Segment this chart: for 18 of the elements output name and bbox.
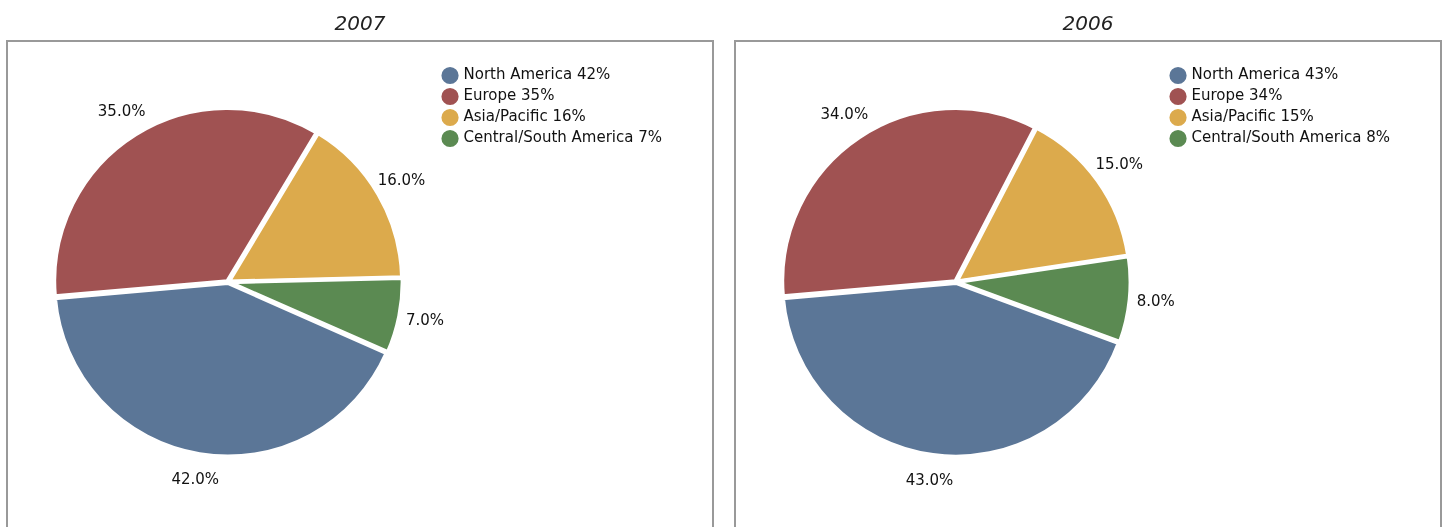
chart-title: 2006 xyxy=(1061,10,1115,37)
legend-label: North America 43% xyxy=(1191,65,1339,84)
legend-label: Central/South America 8% xyxy=(1191,128,1391,147)
legend-label: Europe 35% xyxy=(463,86,555,105)
data-label: 35.0% xyxy=(97,101,146,120)
legend-label: North America 42% xyxy=(463,65,611,84)
data-label: 8.0% xyxy=(1136,292,1175,311)
data-label: 15.0% xyxy=(1095,155,1144,174)
data-label: 7.0% xyxy=(405,310,444,329)
legend-label: Asia/Pacific 15% xyxy=(1191,107,1314,126)
legend-label: Asia/Pacific 16% xyxy=(463,107,586,126)
chart-title: 2007 xyxy=(333,10,387,37)
legend-label: Europe 34% xyxy=(1191,86,1283,105)
data-label: 16.0% xyxy=(377,170,426,189)
data-label: 42.0% xyxy=(171,469,220,488)
legend-label: Central/South America 7% xyxy=(463,128,663,147)
data-label: 34.0% xyxy=(820,105,869,124)
data-label: 43.0% xyxy=(905,470,954,489)
